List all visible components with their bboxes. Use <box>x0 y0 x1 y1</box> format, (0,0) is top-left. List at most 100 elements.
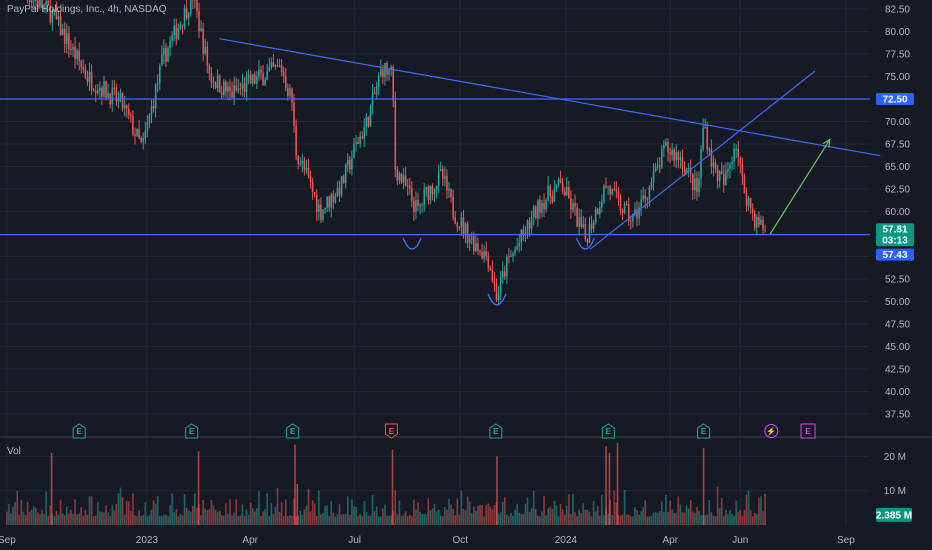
volume-bar <box>433 503 436 525</box>
volume-bar <box>303 509 306 525</box>
candle-body <box>621 210 624 213</box>
candle-body <box>537 199 539 219</box>
candle-body <box>683 169 686 173</box>
volume-bar <box>654 512 657 525</box>
volume-bar <box>216 512 219 525</box>
candle-body <box>235 85 238 91</box>
volume-bar <box>251 508 254 525</box>
volume-bar <box>130 511 132 525</box>
volume-bar <box>421 514 423 525</box>
volume-spike-bar <box>197 451 200 525</box>
volume-bar <box>747 490 750 525</box>
user-drawings[interactable] <box>0 38 881 306</box>
price-tick-label: 52.50 <box>885 275 910 286</box>
candle-body <box>481 251 483 259</box>
candle-body <box>758 216 760 225</box>
volume-bar <box>12 506 14 525</box>
candle-body <box>549 186 552 197</box>
candle-body <box>35 0 37 1</box>
candle-body <box>526 220 529 235</box>
candle-body <box>561 182 564 192</box>
volume-bar <box>256 508 258 525</box>
volume-bar <box>642 506 645 525</box>
candle-body <box>152 106 155 109</box>
candle-body <box>654 166 657 172</box>
volume-bar <box>733 515 735 525</box>
candle-body <box>272 62 275 67</box>
volume-bar <box>237 515 240 525</box>
candle-body <box>479 250 481 252</box>
volume-bar <box>623 489 626 525</box>
candle-body <box>623 203 626 213</box>
volume-bar <box>179 513 182 525</box>
candle-body <box>111 87 114 105</box>
candle-body <box>63 28 66 44</box>
volume-bar <box>458 514 461 525</box>
volume-bar <box>342 514 345 525</box>
volume-bar <box>249 502 252 525</box>
volume-bar <box>76 514 78 525</box>
volume-bar <box>731 513 733 525</box>
volume-bar <box>503 497 506 525</box>
volume-bar <box>491 509 494 525</box>
last-volume-tag <box>876 507 912 522</box>
candle-body <box>503 271 506 277</box>
candle-body <box>231 91 233 98</box>
candle-body <box>660 148 663 168</box>
volume-bar <box>400 516 403 525</box>
candle-body <box>468 239 471 243</box>
candle-body <box>712 162 715 167</box>
candle-body <box>266 71 268 81</box>
candle-body <box>764 229 766 231</box>
volume-spike-bar <box>608 453 611 525</box>
candle-body <box>282 72 285 77</box>
volume-bar <box>485 505 487 525</box>
volume-bar <box>109 515 111 525</box>
volume-bar <box>493 505 496 525</box>
volume-spike-bar <box>496 456 498 525</box>
candle-body <box>667 142 669 153</box>
volume-bar <box>576 516 578 525</box>
candle-body <box>644 195 647 199</box>
volume-bar <box>413 499 415 525</box>
volume-bar <box>512 516 514 525</box>
candle-body <box>247 75 250 78</box>
candle-body <box>115 88 118 102</box>
candle-body <box>189 0 192 14</box>
earnings-marker-label: E <box>189 427 195 436</box>
candle-body <box>582 224 585 227</box>
volume-bar <box>206 510 209 525</box>
volume-bar <box>464 510 467 525</box>
volume-axis[interactable]: 20 M 10 M 2.385 M <box>876 452 912 522</box>
candle-body <box>113 87 116 89</box>
candle-body <box>295 126 297 156</box>
volume-bar <box>568 494 570 525</box>
volume-bar <box>175 509 178 525</box>
candle-body <box>49 5 52 23</box>
time-axis[interactable]: Sep 2023 Apr Jul Oct 2024 Apr Jun Sep <box>0 535 855 546</box>
candle-body <box>574 203 576 208</box>
candle-body <box>256 76 258 84</box>
volume-bar <box>462 508 465 525</box>
candle-body <box>477 243 479 251</box>
volume-bar <box>489 506 492 525</box>
candle-body <box>380 69 382 76</box>
candle-body <box>280 65 283 73</box>
candle-body <box>107 93 109 98</box>
candle-body <box>208 65 211 74</box>
volume-bar <box>764 493 766 525</box>
volume-bar <box>92 516 95 525</box>
volume-bar <box>594 511 597 525</box>
volume-bar <box>547 508 549 525</box>
candle-body <box>698 178 700 192</box>
candle-body <box>534 206 537 219</box>
candle-body <box>722 174 725 185</box>
volume-bar <box>689 500 692 525</box>
earnings-markers[interactable]: E E E E E E E ⚡ E <box>72 423 816 439</box>
volume-bar <box>20 500 23 525</box>
volume-bar <box>138 510 140 525</box>
volume-bar <box>80 507 83 525</box>
candle-body <box>241 83 244 89</box>
volume-bar <box>243 516 246 525</box>
